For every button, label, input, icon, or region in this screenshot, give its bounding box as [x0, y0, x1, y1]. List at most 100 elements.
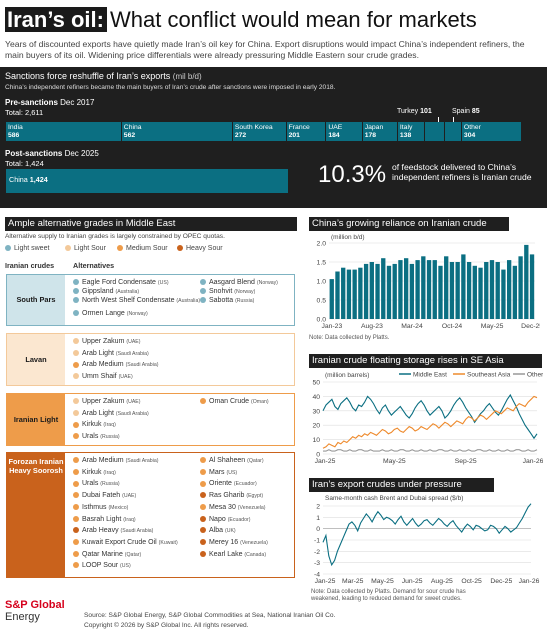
post-total: Total: 1,424	[5, 159, 44, 168]
china-reliance-title: China’s growing reliance on Iranian crud…	[309, 217, 509, 231]
chart1-ytick: 0.5	[317, 298, 327, 305]
group-forozan-iranian-heavy-soorosh: Forozan Iranian Heavy Soorosh Arab Medium…	[6, 452, 295, 578]
alt-grade-north-west-shelf-condensate: North West Shelf Condensate (Australia)	[73, 296, 200, 306]
pre-seg-value: 304	[463, 132, 476, 139]
sanctions-title: Sanctions force reshuffle of Iran’s expo…	[5, 71, 202, 81]
alt-grade-name: Basrah Light	[82, 515, 124, 523]
alt-grade-origin: (Saudi Arabia)	[115, 350, 149, 357]
alt-grade-aasgard-blend: Aasgard Blend (Norway)	[200, 278, 278, 288]
feedstock-text: of feedstock delivered to China’s indepe…	[392, 162, 532, 182]
alt-grade-dot	[200, 279, 206, 286]
chart1-bar	[352, 269, 357, 319]
alt-grade-dot	[73, 373, 79, 380]
chart1-bar	[426, 260, 432, 319]
legend-dot	[177, 245, 183, 252]
alt-grade-dot	[73, 398, 79, 405]
alt-grade-origin: (Australia)	[176, 298, 201, 304]
alt-grade-basrah-light: Basrah Light (Iraq)	[73, 515, 136, 525]
col-iranian-header: Iranian crudes	[5, 261, 55, 270]
pre-sanctions-bar: India 586 China 562 South Korea 272 France 201 U…	[6, 122, 522, 141]
alt-grade-origin: (US)	[120, 563, 131, 570]
alt-grade-dot	[73, 361, 79, 368]
alt-grade-name: Arab Medium	[82, 457, 126, 464]
copyright-text: Copyright © 2026 by S&P Global Inc. All …	[84, 622, 249, 629]
alt-grade-name: Dubai Fateh	[82, 492, 123, 500]
grades-legend: Light sweet Light Sour Medium Sour Heavy So…	[5, 245, 297, 255]
alt-grade-alba: Alba (UK)	[200, 526, 236, 536]
alt-grade-dot	[73, 338, 79, 345]
alt-grade-name: Isthmus	[82, 503, 109, 511]
chart2-legend-middle-east: Middle East	[413, 372, 447, 379]
alt-grade-name: Kirkuk	[82, 421, 104, 429]
alt-grade-ormen-lange: Ormen Lange (Norway)	[73, 309, 148, 319]
alt-grade-name: Umm Shaif	[82, 373, 119, 381]
spread-chart: Same-month cash Brent and Dubai spread (…	[310, 495, 540, 602]
alt-grade-dot	[73, 309, 79, 316]
post-seg-label: China	[9, 175, 30, 184]
chart1-bar	[335, 271, 340, 319]
alt-grade-origin: (US)	[226, 469, 238, 476]
alt-grade-origin: (Egypt)	[246, 493, 264, 500]
alt-grade-arab-medium: Arab Medium (Saudi Arabia)	[73, 360, 158, 370]
alt-grade-origin: (Iraq)	[103, 469, 116, 476]
pre-seg-label: South Korea	[234, 124, 273, 131]
legend-light-sweet: Light sweet	[5, 245, 49, 252]
grades-title: Ample alternative grades in Middle East	[5, 217, 297, 231]
alt-grade-origin: (Saudi Arabia)	[125, 362, 159, 369]
alt-grade-name: Al Shaheen	[209, 457, 248, 464]
chart1-bar	[472, 265, 477, 319]
alt-grade-origin: (UAE)	[126, 399, 141, 405]
legend-medium-sour: Medium Sour	[117, 245, 168, 252]
alt-grade-name: Snohvit	[209, 288, 235, 295]
chart1-bar	[346, 269, 352, 319]
chart2-xtick: May-25	[383, 458, 406, 465]
pre-seg-china: China 562	[121, 122, 233, 141]
group-iranian-light: Iranian Light Upper Zakum (UAE) Arab Light…	[6, 393, 295, 446]
chart3-ytick: 0	[316, 526, 320, 533]
alt-grade-dot	[73, 539, 79, 546]
alt-grade-origin: (Oman)	[251, 399, 269, 405]
alt-grade-name: North West Shelf Condensate	[82, 297, 177, 304]
alt-grade-dot	[73, 527, 79, 534]
alt-grade-dot	[73, 421, 79, 428]
alt-grade-origin: (Venezuela)	[237, 504, 266, 511]
alt-grade-name: Kuwait Export Crude Oil	[82, 538, 159, 546]
chart3-xtick: Jan-26	[519, 578, 540, 585]
sources-text: Source: S&P Global Energy, S&P Global Co…	[84, 612, 336, 619]
chart3-note-line2: weakened, leading to reduced demand for …	[310, 596, 462, 602]
alt-grade-name: Kearl Lake	[209, 550, 245, 558]
alt-grade-origin: (Qatar)	[124, 551, 142, 558]
chart1-xtick: Oct-24	[442, 323, 463, 330]
chart1-bar	[358, 267, 363, 319]
chart1-bar	[398, 260, 403, 319]
chart1-bar	[369, 262, 374, 319]
pre-seg-label: France	[288, 124, 310, 131]
chart1-bar	[375, 263, 380, 319]
chart2-ytick: 40	[312, 394, 320, 401]
alt-grade-name: Arab Medium	[82, 361, 126, 369]
alt-grade-origin: (Mexico)	[108, 504, 129, 511]
floating-storage-title: Iranian crude floating storage rises in …	[309, 354, 542, 368]
chart1-xtick: Dec-25	[521, 323, 540, 330]
alt-grade-name: Sabotta	[209, 297, 236, 304]
alt-grade-umm-shaif: Umm Shaif (UAE)	[73, 372, 133, 382]
chart3-ytick: -1	[314, 538, 320, 545]
pre-seg-value: 184	[328, 132, 340, 139]
pre-seg-value: 272	[234, 132, 247, 139]
alt-grade-kuwait-export-crude-oil: Kuwait Export Crude Oil (Kuwait)	[73, 538, 178, 548]
alt-grade-origin: (Kuwait)	[158, 539, 178, 546]
alt-grade-dot	[200, 480, 206, 487]
pre-seg-india: India 586	[6, 122, 122, 141]
chart1-bar	[529, 254, 535, 319]
alt-grade-name: Eagle Ford Condensate	[82, 279, 158, 286]
alt-grade-isthmus: Isthmus (Mexico)	[73, 503, 128, 513]
chart3-note-line1: Note: Data collected by Platts. Demand f…	[311, 589, 466, 595]
alt-grade-name: Merey 16	[209, 538, 241, 546]
alt-grade-dot	[200, 503, 206, 510]
chart1-bar	[386, 265, 392, 319]
chart1-ylabel: (million b/d)	[331, 234, 365, 241]
legend-label: Medium Sour	[126, 245, 168, 252]
chart2-ytick: 30	[312, 408, 320, 415]
alt-grade-origin: (US)	[157, 280, 169, 286]
chart2-xtick: Sep-25	[455, 458, 477, 465]
